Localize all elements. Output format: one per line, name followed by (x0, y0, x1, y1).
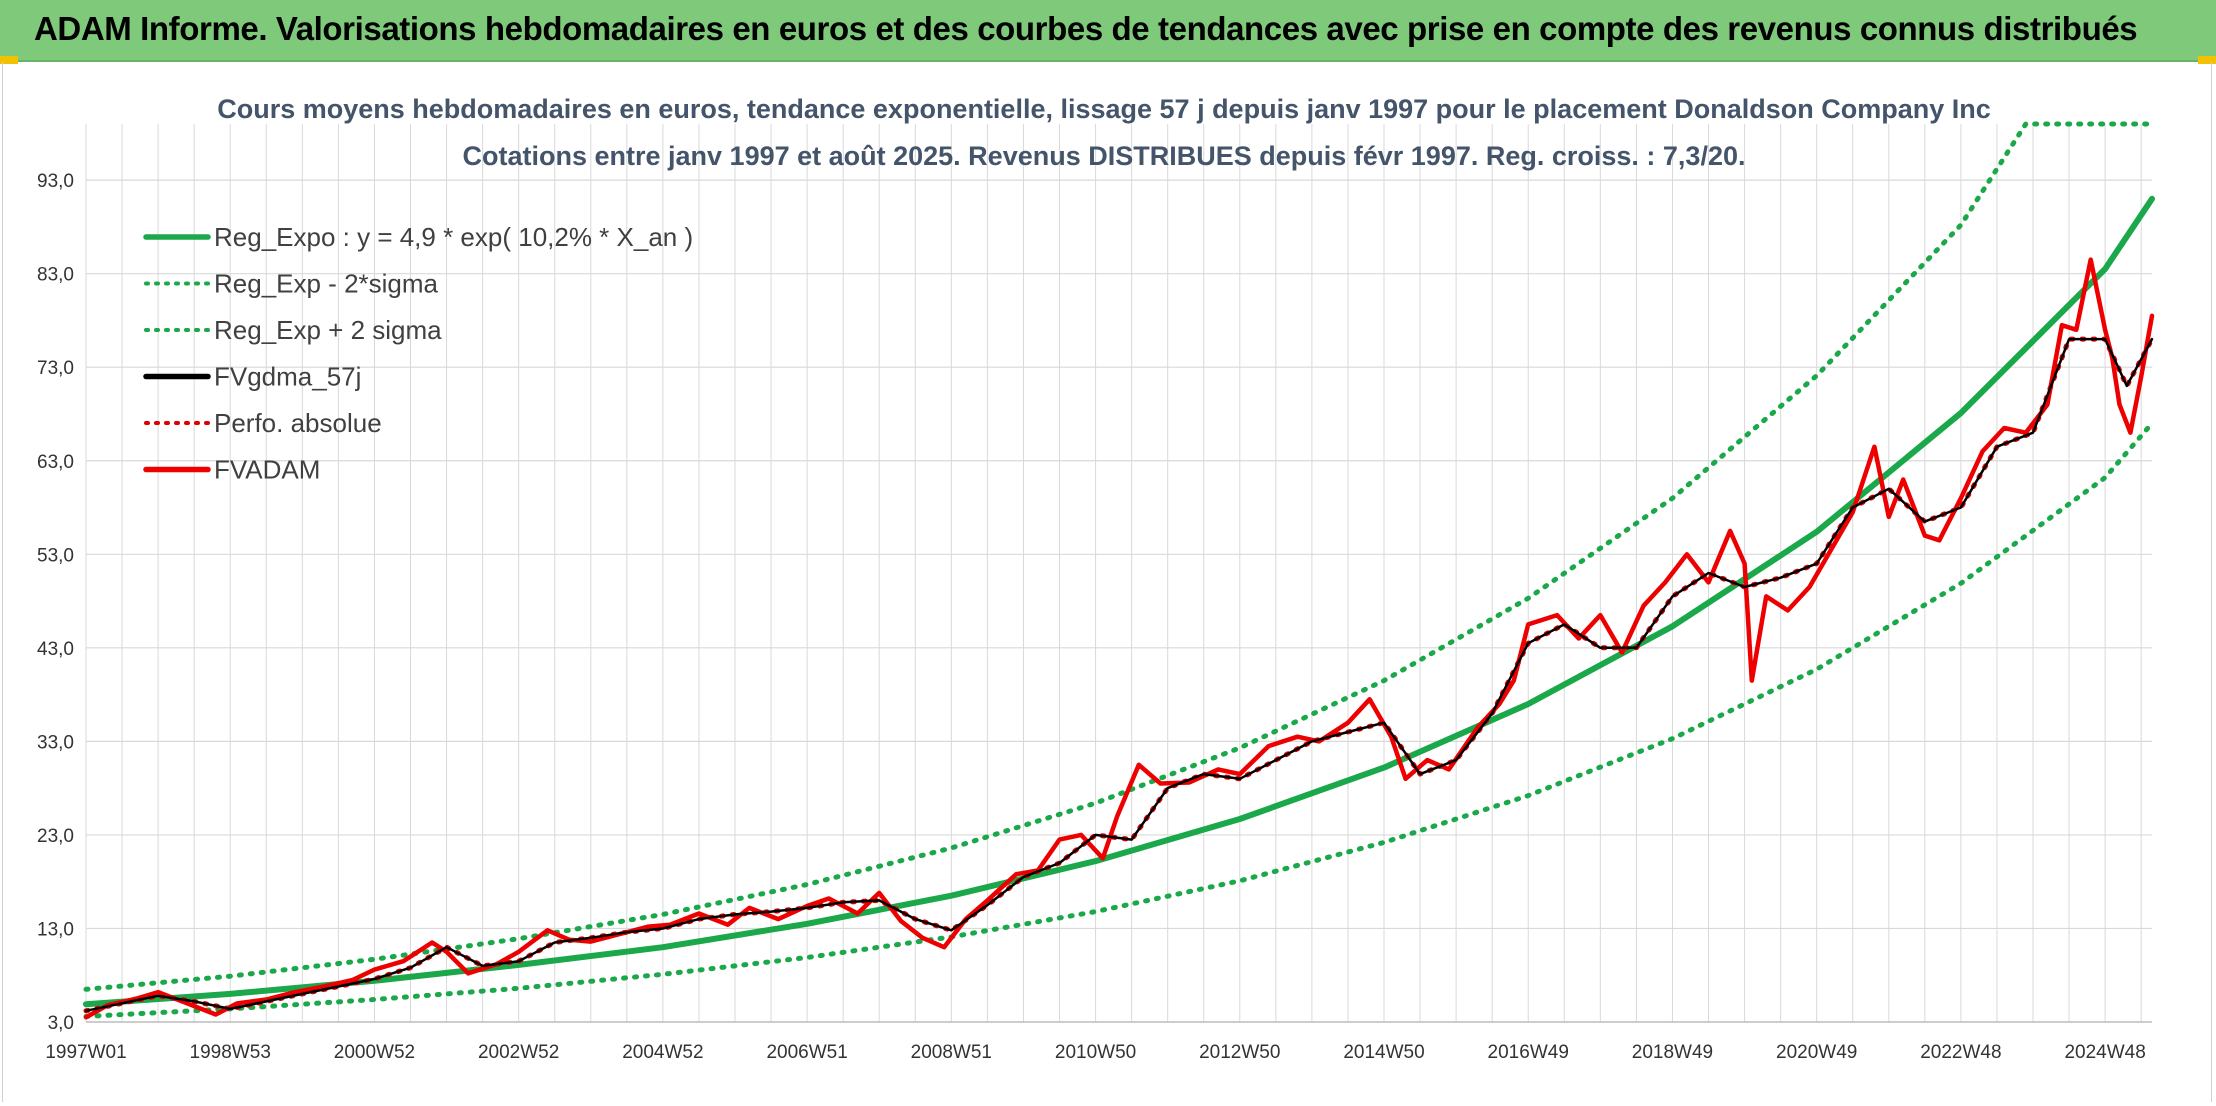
x-tick-label: 2000W52 (334, 1042, 415, 1063)
chart-title: Cours moyens hebdomadaires en euros, ten… (217, 94, 1991, 124)
y-tick-label: 3,0 (48, 1013, 74, 1034)
chart-frame (2, 62, 2212, 1102)
y-tick-label: 73,0 (37, 358, 74, 379)
y-tick-label: 33,0 (37, 732, 74, 753)
legend-entry: Reg_Expo : y = 4,9 * exp( 10,2% * X_an ) (214, 222, 693, 252)
x-tick-label: 2024W48 (2064, 1042, 2145, 1063)
grid-layer (85, 124, 2152, 1023)
x-tick-label: 2016W49 (1488, 1042, 1569, 1063)
y-tick-label: 63,0 (37, 452, 74, 473)
y-tick-label: 53,0 (37, 545, 74, 566)
legend-entry: FVADAM (214, 455, 320, 485)
report-title: ADAM Informe. Valorisations hebdomadaire… (34, 10, 2138, 47)
x-tick-label: 1997W01 (45, 1042, 126, 1063)
legend-entry: Reg_Exp - 2*sigma (214, 269, 439, 299)
x-tick-label: 2002W52 (478, 1042, 559, 1063)
series-line-reg_exp (83, 420, 2155, 1019)
x-tick-label: 2010W50 (1055, 1042, 1136, 1063)
series-line-perfo (83, 336, 2155, 1014)
x-tick-label: 2014W50 (1343, 1042, 1424, 1063)
series-line-reg_expo (83, 195, 2155, 1008)
report-banner: ADAM Informe. Valorisations hebdomadaire… (0, 0, 2216, 62)
x-tick-label: 2012W50 (1199, 1042, 1280, 1063)
series-line-fvgdma_57j (84, 337, 2154, 1013)
y-tick-label: 13,0 (37, 919, 74, 940)
legend-entry: FVgdma_57j (214, 362, 361, 392)
tick-layer: 3,0 13,0 23,0 33,0 43,0 53,0 63,0 73,0 83,0 93,0 1… (37, 171, 2146, 1063)
x-tick-label: 2006W51 (766, 1042, 847, 1063)
x-tick-label: 2004W52 (622, 1042, 703, 1063)
y-tick-label: 93,0 (37, 171, 74, 192)
chart-subtitle: Cotations entre janv 1997 et août 2025. … (463, 141, 1746, 171)
y-tick-label: 83,0 (37, 265, 74, 286)
legend: Reg_Expo : y = 4,9 * exp( 10,2% * X_an )… (143, 222, 693, 485)
y-tick-label: 23,0 (37, 826, 74, 847)
corner-mark-top-left (0, 56, 18, 64)
series-line-reg_exp (83, 121, 2155, 992)
y-tick-label: 43,0 (37, 639, 74, 660)
x-tick-label: 2018W49 (1632, 1042, 1713, 1063)
x-tick-label: 1998W53 (190, 1042, 271, 1063)
legend-entry: Reg_Exp + 2 sigma (214, 315, 442, 345)
series-line-fvadam (83, 257, 2155, 1020)
x-tick-label: 2008W51 (911, 1042, 992, 1063)
series-layer (83, 121, 2155, 1020)
x-tick-label: 2022W48 (1920, 1042, 2001, 1063)
corner-mark-top-right (2198, 56, 2216, 64)
legend-entry: Perfo. absolue (214, 408, 382, 438)
x-tick-label: 2020W49 (1776, 1042, 1857, 1063)
